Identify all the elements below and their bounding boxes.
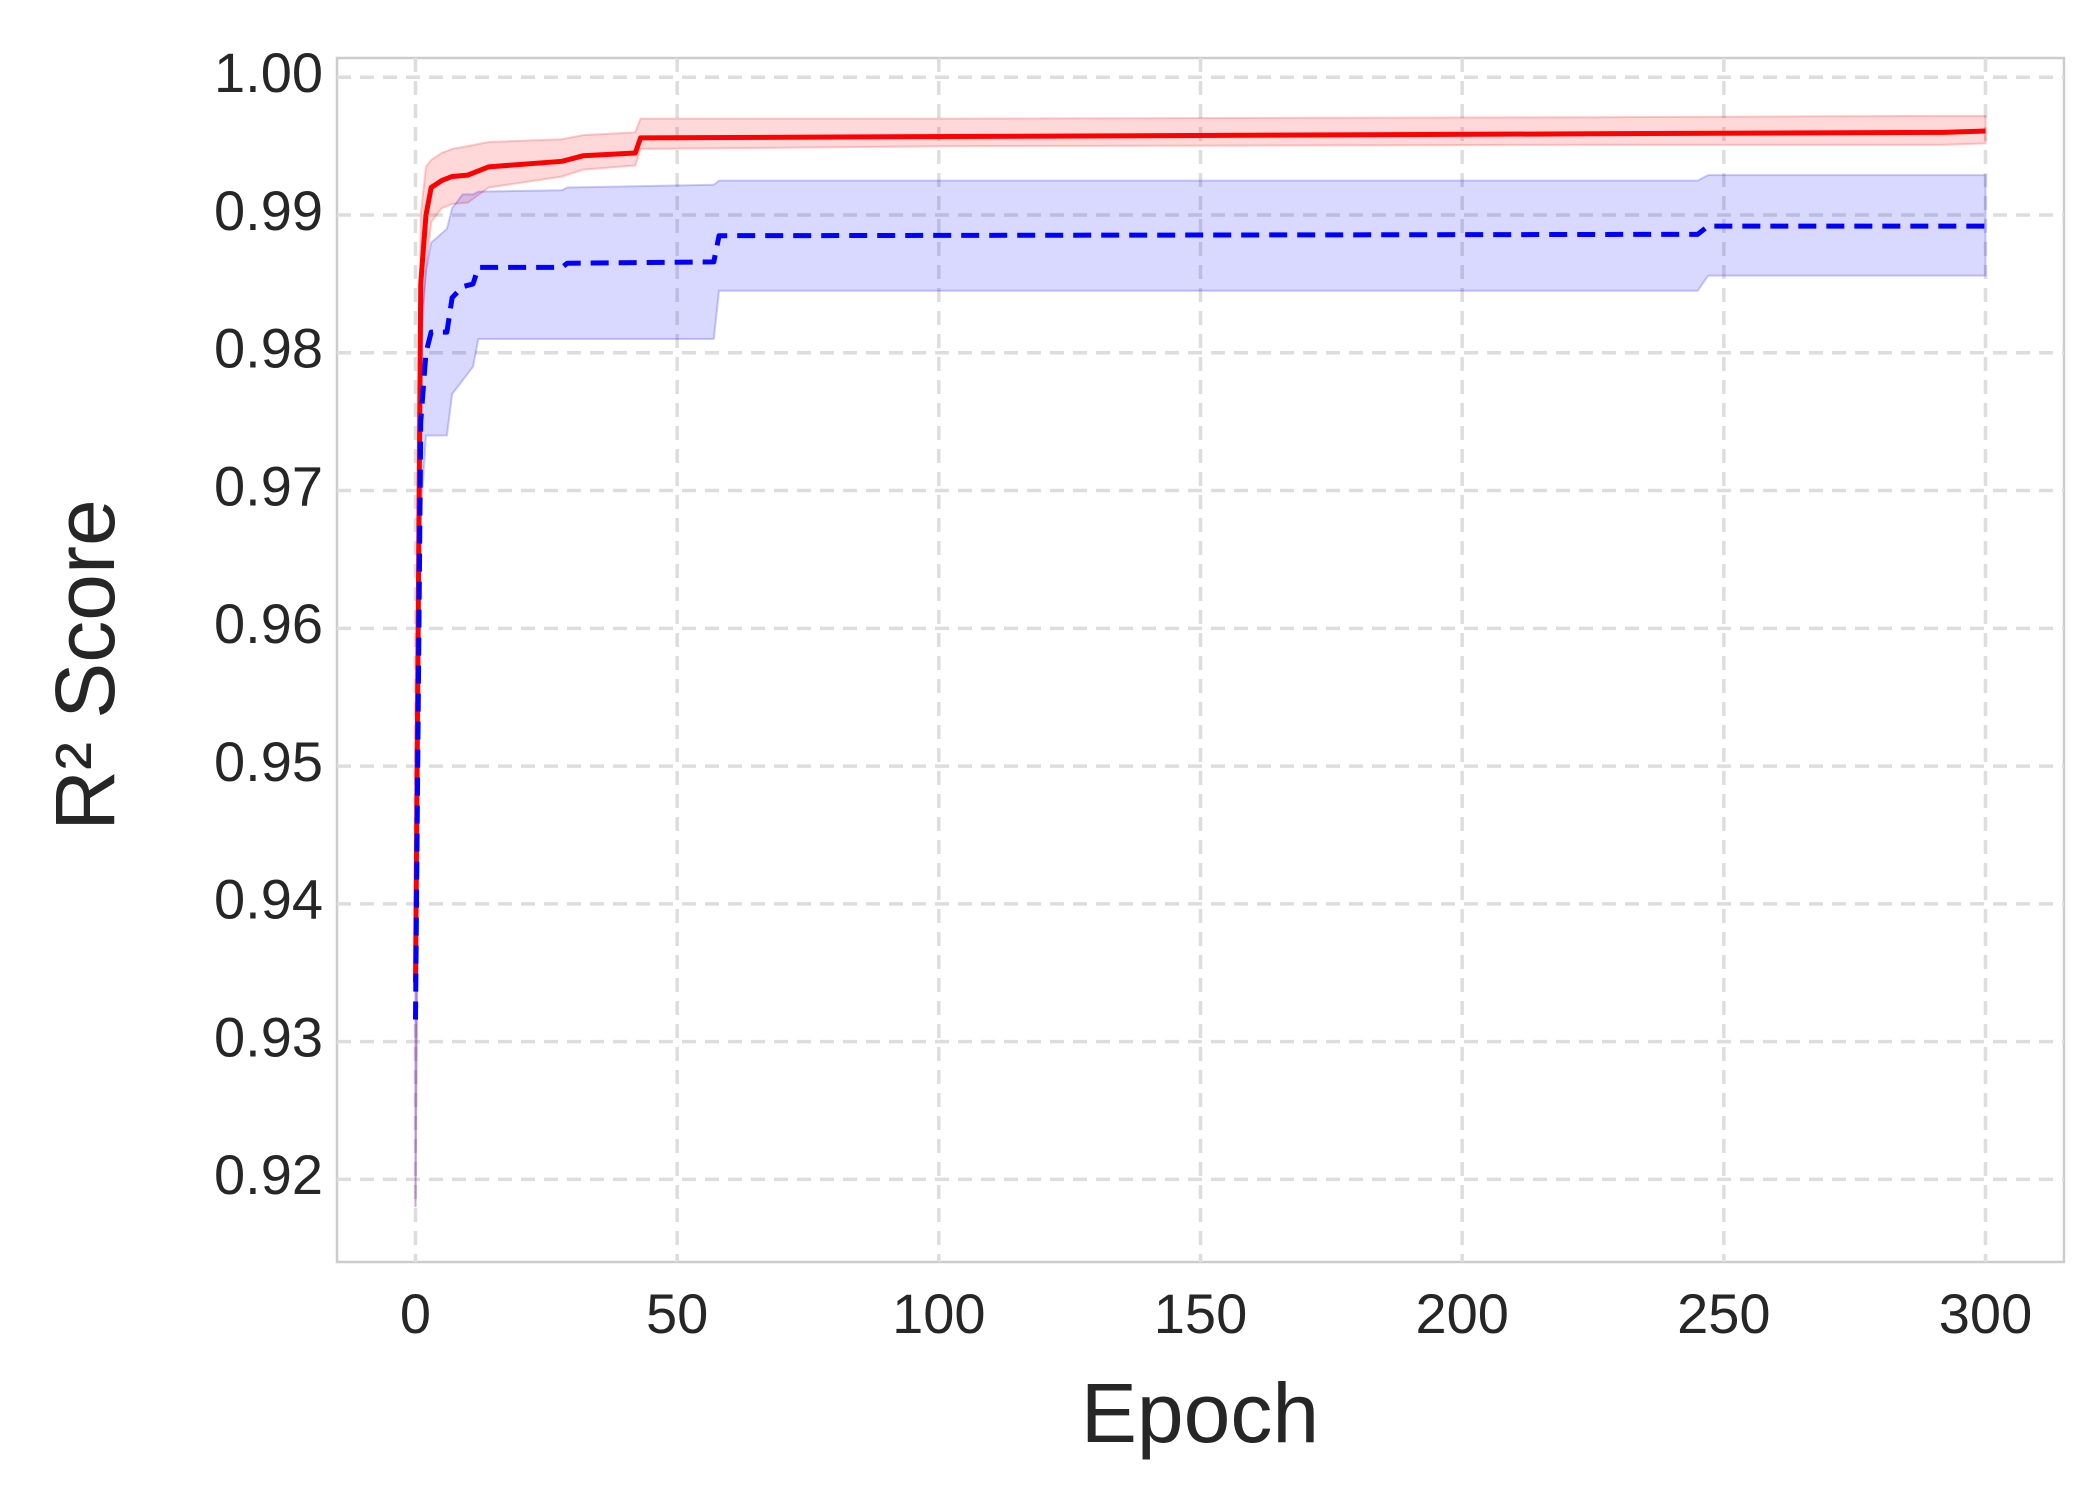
lines [413,128,1986,1020]
y-tick-label: 0.93 [214,1005,323,1068]
y-tick-label: 0.97 [214,454,323,517]
y-tick-label: 0.99 [214,179,323,242]
y-tick-label: 0.96 [214,592,323,655]
tick-labels: 0.92 0.93 0.94 0.95 0.96 0.97 0.98 0.99 1.00 0 50 1… [214,41,2032,1345]
series-line [413,128,1986,983]
y-tick-label: 0.94 [214,868,323,931]
confidence-band [414,114,1987,1207]
x-tick-label: 200 [1415,1282,1508,1345]
x-tick-label: 150 [1154,1282,1247,1345]
x-tick-label: 250 [1677,1282,1770,1345]
confidence-band [414,174,1987,1207]
y-tick-label: 0.92 [214,1143,323,1206]
x-tick-label: 300 [1939,1282,2032,1345]
y-tick-label: 0.95 [214,730,323,793]
x-tick-label: 50 [646,1282,708,1345]
x-axis-label: Epoch [1081,1366,1319,1460]
x-tick-label: 0 [400,1282,431,1345]
x-tick-label: 100 [892,1282,985,1345]
series-line [413,223,1986,1020]
y-tick-label: 0.98 [214,317,323,380]
y-axis-label: R² Score [38,499,132,830]
bands [414,114,1987,1207]
y-tick-label: 1.00 [214,41,323,104]
